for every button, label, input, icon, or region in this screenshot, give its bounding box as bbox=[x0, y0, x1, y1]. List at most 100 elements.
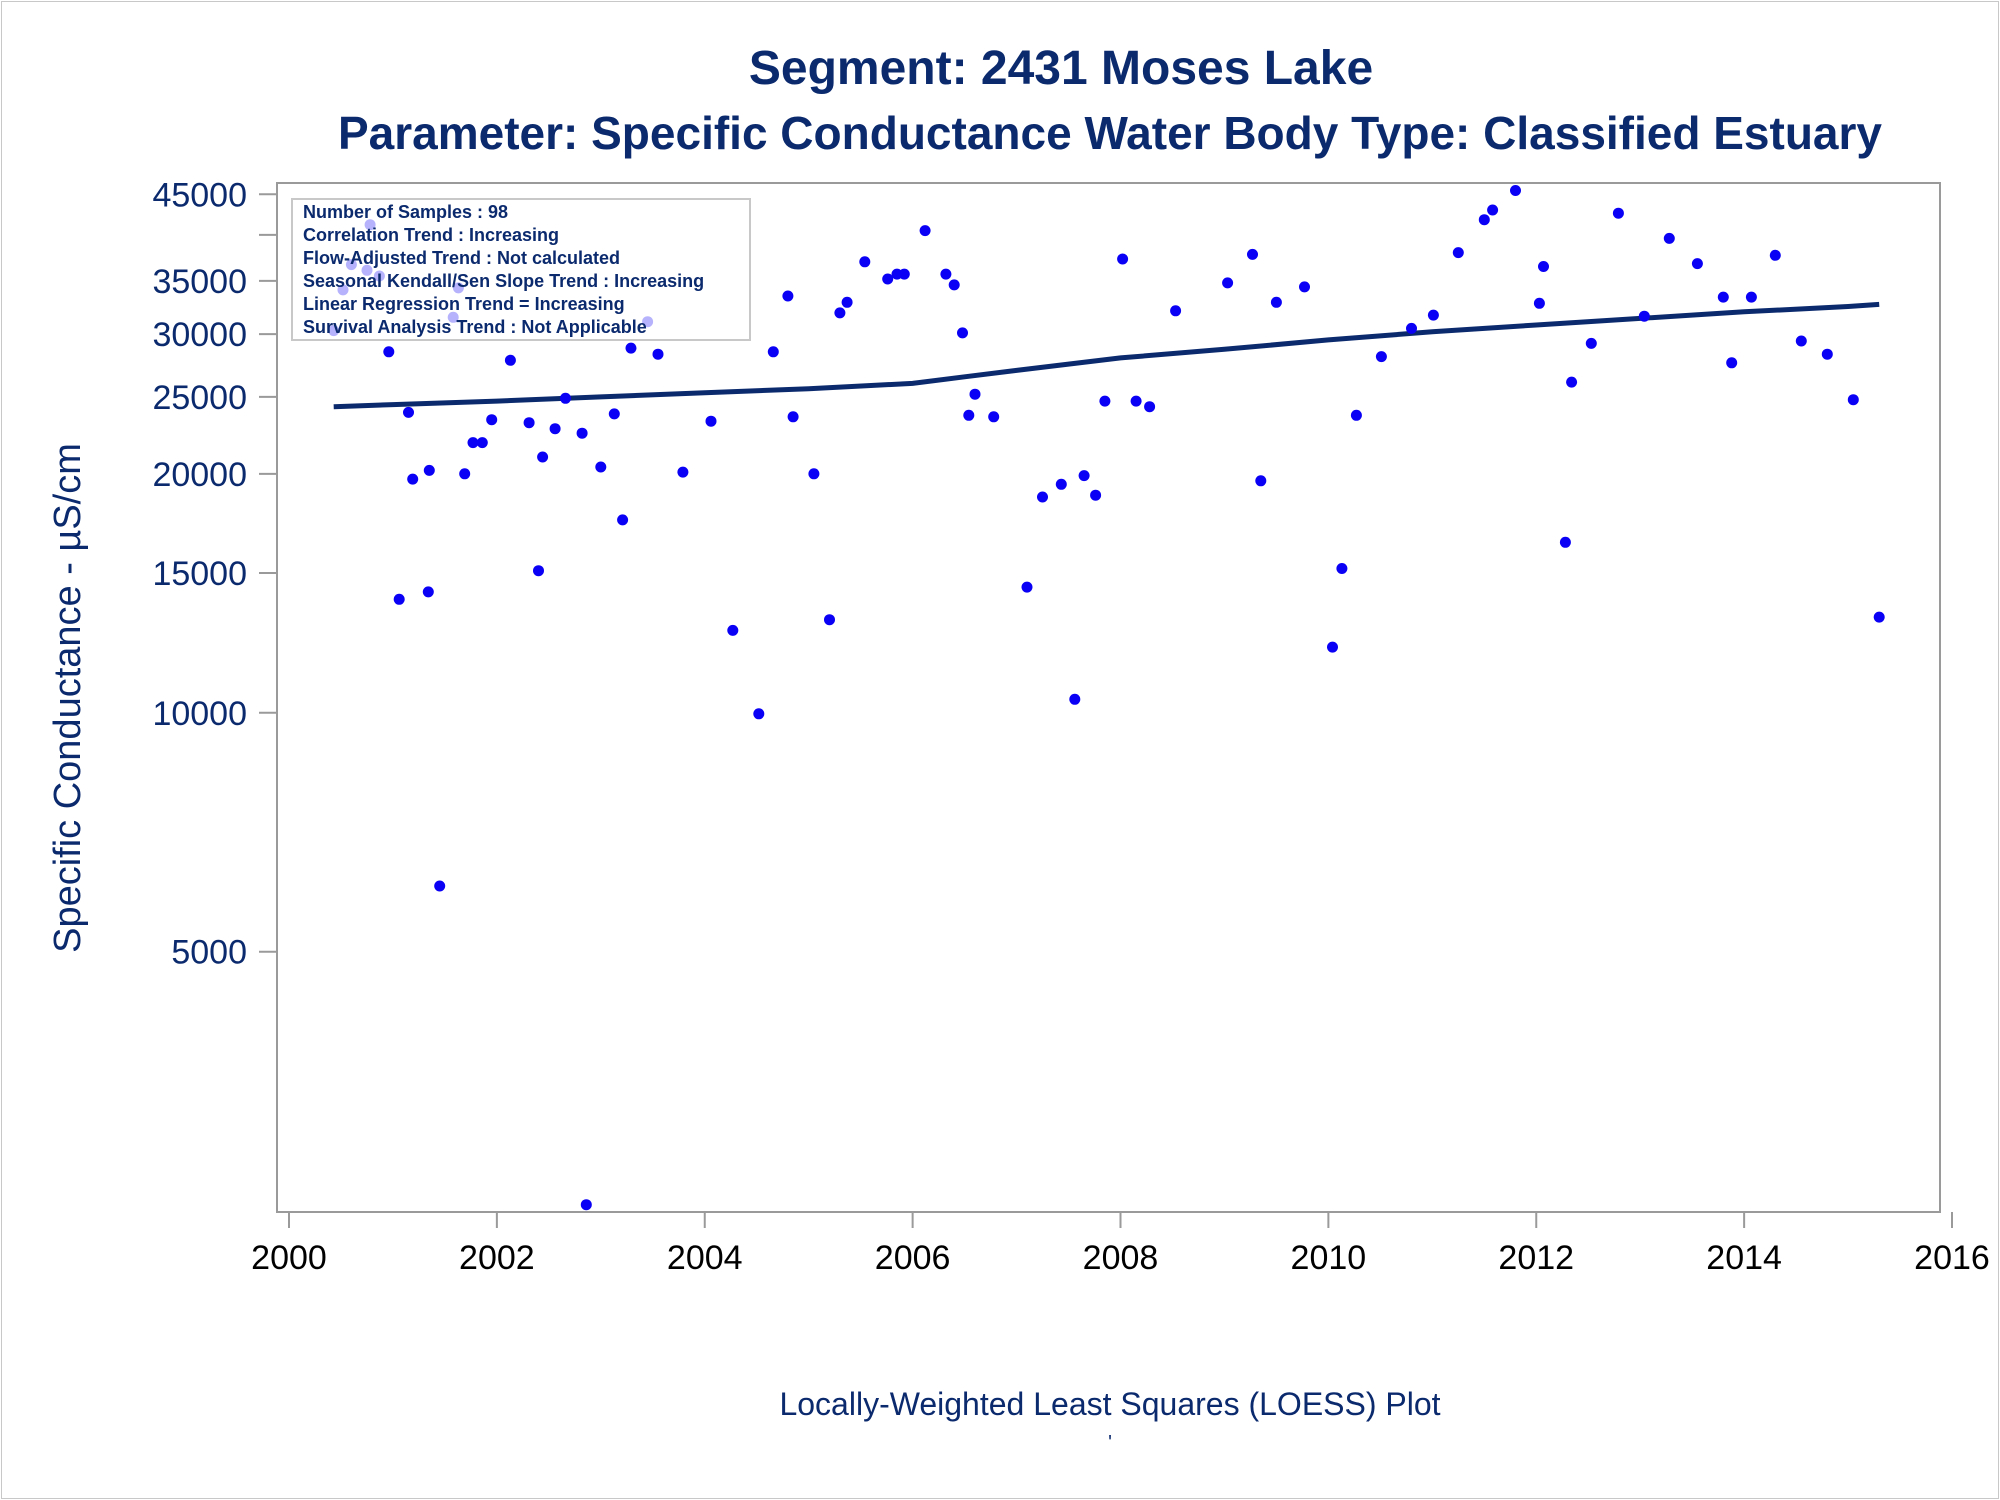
data-point bbox=[1406, 322, 1417, 334]
data-point bbox=[1487, 204, 1499, 216]
y-tick-label: 45000 bbox=[152, 176, 247, 214]
data-point bbox=[1452, 247, 1464, 259]
footnote: Locally-Weighted Least Squares (LOESS) P… bbox=[779, 1386, 1440, 1422]
info-line: Survival Analysis Trend : Not Applicable bbox=[303, 317, 647, 337]
info-box: Number of Samples : 98 Correlation Trend… bbox=[291, 198, 751, 341]
data-point bbox=[1663, 232, 1675, 244]
data-point bbox=[782, 290, 794, 302]
data-point bbox=[580, 1199, 592, 1211]
data-point bbox=[560, 392, 571, 404]
data-point bbox=[1069, 693, 1081, 705]
data-point bbox=[919, 225, 931, 237]
data-point bbox=[898, 268, 910, 280]
data-point bbox=[859, 256, 871, 268]
data-point bbox=[1566, 376, 1578, 388]
data-point bbox=[625, 342, 637, 354]
data-point bbox=[940, 268, 952, 280]
data-point bbox=[1130, 395, 1142, 407]
data-point bbox=[1533, 297, 1545, 309]
data-point bbox=[1078, 470, 1090, 482]
data-point bbox=[1847, 394, 1859, 406]
data-point bbox=[1873, 611, 1885, 623]
data-point bbox=[652, 348, 664, 360]
data-point bbox=[1170, 305, 1182, 317]
data-point bbox=[383, 346, 395, 358]
x-tick-label: 2012 bbox=[1498, 1239, 1574, 1277]
data-point bbox=[467, 437, 479, 449]
data-point bbox=[1299, 281, 1310, 293]
data-point bbox=[1769, 249, 1781, 261]
info-line: Seasonal Kendall/Sen Slope Trend : Incre… bbox=[303, 271, 704, 291]
y-tick-label: 25000 bbox=[152, 379, 247, 417]
x-tick-label: 2002 bbox=[459, 1239, 535, 1277]
data-point bbox=[1795, 335, 1807, 347]
data-point bbox=[1638, 310, 1650, 322]
info-line: Number of Samples : 98 bbox=[303, 202, 508, 222]
data-point bbox=[767, 346, 779, 358]
data-point bbox=[1691, 258, 1703, 270]
data-point bbox=[841, 296, 853, 308]
x-tick-label: 2014 bbox=[1706, 1239, 1782, 1277]
data-point bbox=[434, 880, 446, 892]
plot-area bbox=[276, 182, 1941, 1213]
data-point bbox=[1559, 536, 1571, 548]
y-axis: 5000 10000 15000 20000 25000 30000 35000 45000 bbox=[152, 176, 277, 972]
data-point bbox=[969, 388, 981, 400]
data-point bbox=[882, 273, 894, 285]
data-point bbox=[824, 614, 835, 626]
data-point bbox=[1538, 261, 1549, 272]
data-point bbox=[1255, 475, 1267, 487]
y-tick-label: 35000 bbox=[152, 263, 247, 301]
data-point bbox=[549, 423, 561, 435]
chart-title: Segment: 2431 Moses Lake bbox=[749, 42, 1373, 95]
data-point bbox=[834, 307, 846, 319]
data-point bbox=[1375, 351, 1387, 363]
data-point bbox=[1478, 214, 1490, 226]
data-point bbox=[459, 468, 471, 480]
y-tick-label: 20000 bbox=[152, 456, 247, 494]
data-point bbox=[1726, 357, 1738, 369]
chart-subtitle: Parameter: Specific Conductance Water Bo… bbox=[338, 107, 1882, 159]
info-line: Linear Regression Trend = Increasing bbox=[303, 294, 625, 314]
data-point bbox=[504, 354, 516, 366]
data-point bbox=[1099, 395, 1111, 407]
data-point bbox=[1336, 563, 1348, 574]
data-point bbox=[1090, 489, 1102, 501]
data-point bbox=[403, 406, 414, 418]
data-point bbox=[753, 708, 765, 720]
data-point bbox=[963, 409, 975, 421]
data-point bbox=[1222, 277, 1234, 289]
data-point bbox=[1350, 409, 1362, 421]
data-point bbox=[727, 624, 739, 636]
data-point bbox=[1612, 207, 1624, 219]
data-point bbox=[677, 466, 689, 478]
y-tick-label: 30000 bbox=[152, 316, 247, 354]
data-point bbox=[422, 586, 434, 598]
data-point bbox=[486, 414, 498, 426]
data-point bbox=[595, 461, 607, 473]
data-point bbox=[407, 473, 419, 485]
y-tick-label: 5000 bbox=[171, 934, 247, 972]
x-tick-label: 2004 bbox=[667, 1239, 743, 1277]
data-point bbox=[948, 279, 960, 291]
data-point bbox=[1510, 185, 1521, 196]
data-point bbox=[1327, 641, 1338, 653]
info-box-border bbox=[291, 198, 751, 341]
data-point bbox=[1427, 309, 1439, 321]
data-point bbox=[476, 437, 488, 449]
data-point bbox=[957, 327, 968, 339]
data-point bbox=[393, 593, 405, 605]
footnote-mark: ' bbox=[1108, 1432, 1112, 1454]
data-point bbox=[1021, 581, 1033, 593]
data-point bbox=[787, 411, 799, 423]
data-point bbox=[1821, 348, 1833, 360]
data-point bbox=[523, 417, 535, 429]
data-point bbox=[1055, 478, 1067, 490]
data-point bbox=[1037, 491, 1048, 503]
info-line: Correlation Trend : Increasing bbox=[303, 225, 559, 245]
data-point bbox=[1117, 253, 1129, 265]
data-point bbox=[533, 565, 544, 577]
data-point bbox=[1247, 248, 1258, 260]
